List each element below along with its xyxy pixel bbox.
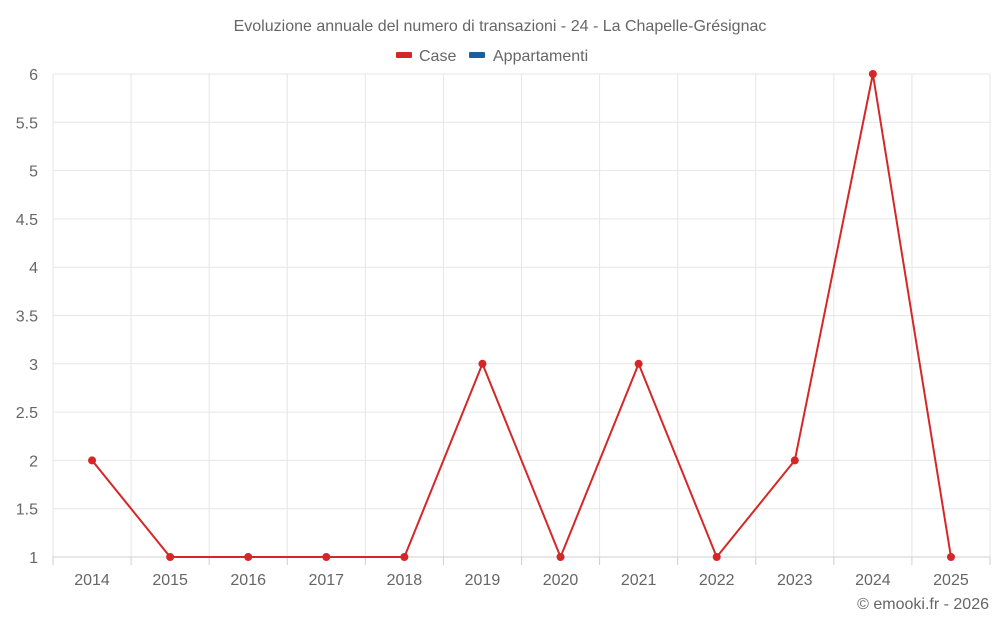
x-tick-label: 2022 — [699, 572, 735, 589]
legend-swatch-appartamenti — [469, 52, 485, 58]
y-tick-label: 3.5 — [16, 309, 38, 326]
x-tick-label: 2019 — [465, 572, 501, 589]
legend-item-appartamenti[interactable]: Appartamenti — [469, 48, 588, 65]
y-tick-label: 2 — [29, 453, 38, 470]
data-point[interactable] — [166, 553, 175, 561]
y-tick-label: 4 — [29, 260, 38, 277]
y-tick-label: 1 — [29, 550, 38, 567]
y-tick-label: 2.5 — [16, 405, 38, 422]
data-point[interactable] — [322, 553, 331, 561]
axes — [52, 556, 991, 565]
y-tick-label: 5 — [29, 164, 38, 181]
data-point[interactable] — [790, 456, 799, 465]
y-tick-label: 1.5 — [16, 502, 38, 519]
data-point[interactable] — [556, 553, 565, 561]
chart-title: Evoluzione annuale del numero di transaz… — [234, 18, 767, 35]
data-point[interactable] — [88, 456, 97, 465]
data-point[interactable] — [478, 359, 487, 368]
x-tick-label: 2018 — [387, 572, 423, 589]
data-point[interactable] — [634, 359, 643, 368]
x-axis-labels: 2014 2015 2016 2017 2018 2019 2020 2021 2022 2023… — [74, 572, 969, 589]
series-case — [88, 70, 955, 561]
x-tick-label: 2014 — [74, 572, 110, 589]
legend-swatch-case — [396, 52, 412, 58]
legend-item-case[interactable]: Case — [396, 48, 456, 65]
x-tick-label: 2017 — [308, 572, 344, 589]
y-tick-label: 6 — [29, 67, 38, 84]
legend-label-case: Case — [419, 48, 456, 65]
data-point[interactable] — [946, 553, 955, 561]
x-tick-label: 2025 — [933, 572, 969, 589]
legend: Case Appartamenti — [396, 48, 588, 65]
x-tick-label: 2015 — [152, 572, 188, 589]
credit-text: © emooki.fr - 2026 — [857, 596, 989, 613]
data-point[interactable] — [244, 553, 253, 561]
data-point[interactable] — [868, 70, 877, 78]
x-tick-label: 2020 — [543, 572, 579, 589]
data-point[interactable] — [400, 553, 409, 561]
y-tick-label: 3 — [29, 357, 38, 374]
y-tick-label: 5.5 — [16, 115, 38, 132]
y-axis-labels: 1 1.5 2 2.5 3 3.5 4 4.5 5 5.5 6 — [16, 67, 38, 567]
x-tick-label: 2024 — [855, 572, 891, 589]
y-tick-label: 4.5 — [16, 212, 38, 229]
x-tick-label: 2023 — [777, 572, 813, 589]
series-line-case — [91, 73, 952, 558]
grid — [52, 73, 991, 558]
x-tick-label: 2016 — [230, 572, 266, 589]
data-point[interactable] — [712, 553, 721, 561]
legend-label-appartamenti: Appartamenti — [493, 48, 588, 65]
x-tick-label: 2021 — [621, 572, 657, 589]
